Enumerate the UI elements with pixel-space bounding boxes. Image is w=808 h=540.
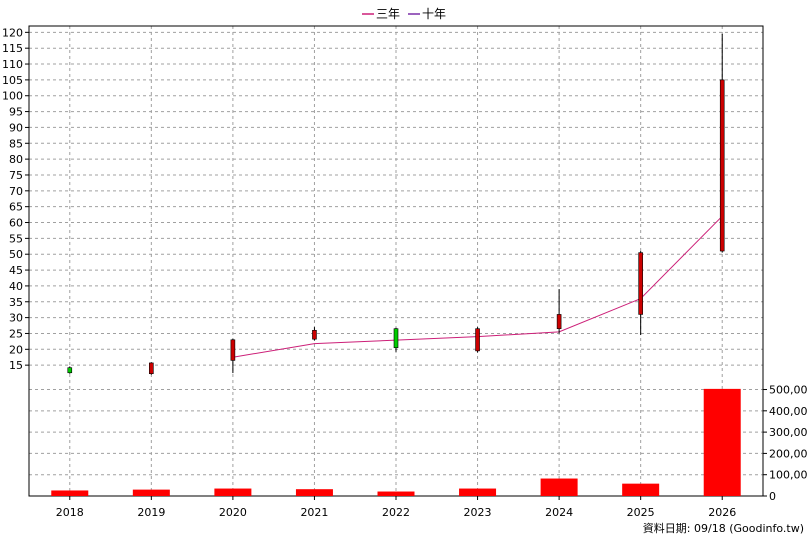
price-tick-label-12: 75 <box>9 169 23 182</box>
x-tick-label-4: 2022 <box>382 506 410 519</box>
price-tick-label-11: 70 <box>9 185 23 198</box>
legend-label-1: 十年 <box>422 7 446 21</box>
x-tick-label-2: 2020 <box>219 506 247 519</box>
price-tick-label-3: 30 <box>9 312 23 325</box>
candle-2019 <box>149 362 154 375</box>
x-tick-label-0: 2018 <box>56 506 84 519</box>
volume-bar-2021 <box>295 489 333 496</box>
grid <box>29 26 763 496</box>
x-axis: 2018 2019 2020 2021 2022 2023 2024 2025 2026 <box>56 496 736 519</box>
legend: 三年 十年 <box>362 7 446 21</box>
volume-bar-2018 <box>51 490 89 496</box>
price-tick-label-5: 40 <box>9 280 23 293</box>
price-tick-label-10: 65 <box>9 201 23 214</box>
price-tick-label-19: 110 <box>2 58 23 71</box>
price-tick-label-0: 15 <box>9 359 23 372</box>
candle-2025 <box>638 251 643 336</box>
x-tick-label-7: 2025 <box>627 506 655 519</box>
volume-bar-2025 <box>622 483 660 496</box>
volume-bar-2024 <box>540 478 578 496</box>
candle-2020 <box>230 338 236 374</box>
price-tick-label-17: 100 <box>2 90 23 103</box>
volume-bar-2022 <box>377 491 415 496</box>
candle-2018 <box>67 366 73 374</box>
candle-2024 <box>556 289 562 334</box>
candle-2026 <box>719 33 725 253</box>
volume-tick-label-0: 0 <box>769 490 776 503</box>
legend-label-0: 三年 <box>376 7 400 21</box>
x-tick-label-1: 2019 <box>137 506 165 519</box>
candle-body-2019 <box>149 362 154 375</box>
price-tick-label-20: 115 <box>2 42 23 55</box>
candle-body-2024 <box>556 314 562 330</box>
price-tick-label-21: 120 <box>2 26 23 39</box>
price-tick-label-8: 55 <box>9 232 23 245</box>
candle-body-2020 <box>230 339 236 361</box>
price-tick-label-13: 80 <box>9 153 23 166</box>
volume-tick-label-1: 100,000 <box>769 469 808 482</box>
price-tick-label-2: 25 <box>9 327 23 340</box>
price-tick-label-18: 105 <box>2 74 23 87</box>
price-tick-label-15: 90 <box>9 121 23 134</box>
volume-tick-label-4: 400,000 <box>769 405 808 418</box>
price-tick-label-7: 50 <box>9 248 23 261</box>
x-tick-label-8: 2026 <box>708 506 736 519</box>
x-tick-label-5: 2023 <box>464 506 492 519</box>
candlesticks <box>67 33 725 375</box>
price-tick-label-1: 20 <box>9 343 23 356</box>
candle-body-2025 <box>638 252 643 315</box>
volume-bars <box>51 388 741 496</box>
price-tick-label-14: 85 <box>9 137 23 150</box>
volume-tick-label-2: 200,000 <box>769 447 808 460</box>
candle-body-2026 <box>719 79 725 252</box>
volume-bar-2020 <box>214 488 252 496</box>
candle-body-2018 <box>67 367 73 374</box>
candle-body-2021 <box>312 329 317 340</box>
price-tick-label-4: 35 <box>9 296 23 309</box>
x-tick-label-3: 2021 <box>300 506 328 519</box>
candle-2022 <box>393 327 399 352</box>
price-tick-label-16: 95 <box>9 106 23 119</box>
price-tick-label-6: 45 <box>9 264 23 277</box>
volume-bar-2026 <box>703 388 741 496</box>
price-axis: 15 20 25 30 35 40 45 50 55 60 65 70 75 80 85 90 95 100 105… <box>2 26 29 372</box>
x-tick-label-6: 2024 <box>545 506 573 519</box>
volume-bar-2023 <box>459 488 497 496</box>
candle-body-2023 <box>475 328 480 352</box>
candle-2023 <box>475 327 480 353</box>
candle-2021 <box>312 327 317 341</box>
volume-tick-label-5: 500,000 <box>769 384 808 397</box>
volume-axis: 0 100,000 200,000 300,000 400,000 500,000 <box>763 384 808 503</box>
volume-tick-label-3: 300,000 <box>769 426 808 439</box>
price-tick-label-9: 60 <box>9 217 23 230</box>
source-note: 資料日期: 09/18 (Goodinfo.tw) <box>643 521 804 535</box>
candle-body-2022 <box>393 328 399 349</box>
volume-bar-2019 <box>132 489 170 496</box>
